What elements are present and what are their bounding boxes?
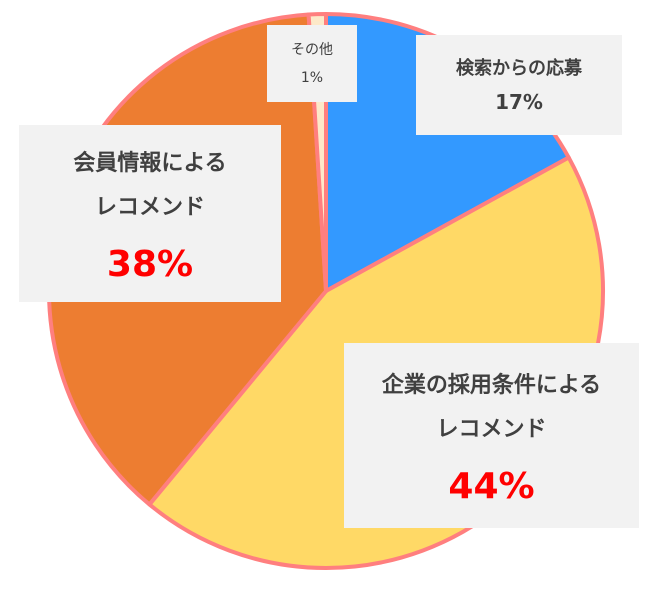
label-box: 企業の採用条件による レコメンド 44% <box>344 343 639 528</box>
label-box: 検索からの応募 17% <box>416 35 622 135</box>
category-label: 企業の採用条件による レコメンド <box>381 373 602 442</box>
value-label: 17% <box>495 89 543 114</box>
category-label: その他 <box>291 42 333 59</box>
value-label: 1% <box>300 69 324 86</box>
label-box: その他 1% <box>267 25 357 102</box>
category-label: 会員情報による レコメンド <box>73 151 227 220</box>
value-label: 44% <box>448 466 535 507</box>
value-label: 38% <box>106 244 194 285</box>
label-box: 会員情報による レコメンド 38% <box>19 125 281 302</box>
category-label: 検索からの応募 <box>456 58 582 80</box>
